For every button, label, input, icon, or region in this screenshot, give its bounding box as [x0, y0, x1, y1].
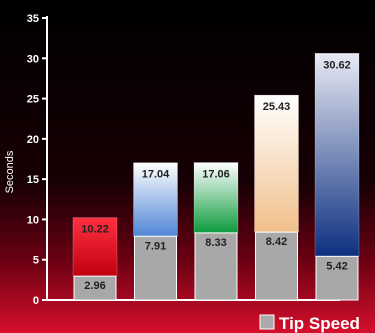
- legend-swatch: [259, 314, 275, 330]
- legend-label: Tip Speed: [279, 314, 360, 333]
- y-tick-label: 10: [27, 214, 39, 226]
- bar-top-value-label: 17.06: [202, 169, 230, 181]
- y-tick-label: 30: [27, 53, 39, 65]
- y-tick-label: 25: [27, 94, 39, 106]
- y-tick-label: 35: [27, 13, 39, 25]
- bar-bottom-segment: [134, 235, 177, 301]
- y-axis-title: Seconds: [4, 150, 16, 193]
- y-tick-label: 5: [33, 255, 39, 267]
- bar-top-value-label: 17.04: [142, 169, 170, 181]
- legend: Tip Speed: [259, 314, 360, 333]
- bar-top-segment: [133, 162, 178, 237]
- bar-top-value-label: 30.62: [323, 59, 351, 71]
- bar-top-value-label: 25.43: [263, 101, 291, 113]
- bar-bottom-segment: [255, 231, 298, 301]
- y-tick-label: 0: [33, 295, 39, 307]
- bar-bottom-value-label: 2.96: [84, 280, 105, 292]
- bar-bottom-value-label: 5.42: [326, 260, 347, 272]
- y-tick-label: 20: [27, 134, 39, 146]
- bar-top-segment: [72, 217, 118, 277]
- bar-top-segment: [314, 52, 360, 257]
- bar-bottom-value-label: 7.91: [145, 240, 166, 252]
- bar-bottom-segment: [194, 232, 238, 301]
- bar-bottom-value-label: 8.42: [266, 236, 287, 248]
- y-tick-label: 15: [27, 174, 39, 186]
- bar-top-value-label: 10.22: [81, 224, 109, 236]
- bars: 10.22 2.96 17.04 7.91 17.06 8.33 25.43 8.42 30.6…: [72, 52, 360, 301]
- bar-top-segment: [254, 94, 299, 233]
- bar-bottom-segment: [73, 275, 117, 301]
- bar-bottom-value-label: 8.33: [205, 237, 226, 249]
- bar-bottom-segment: [315, 255, 359, 301]
